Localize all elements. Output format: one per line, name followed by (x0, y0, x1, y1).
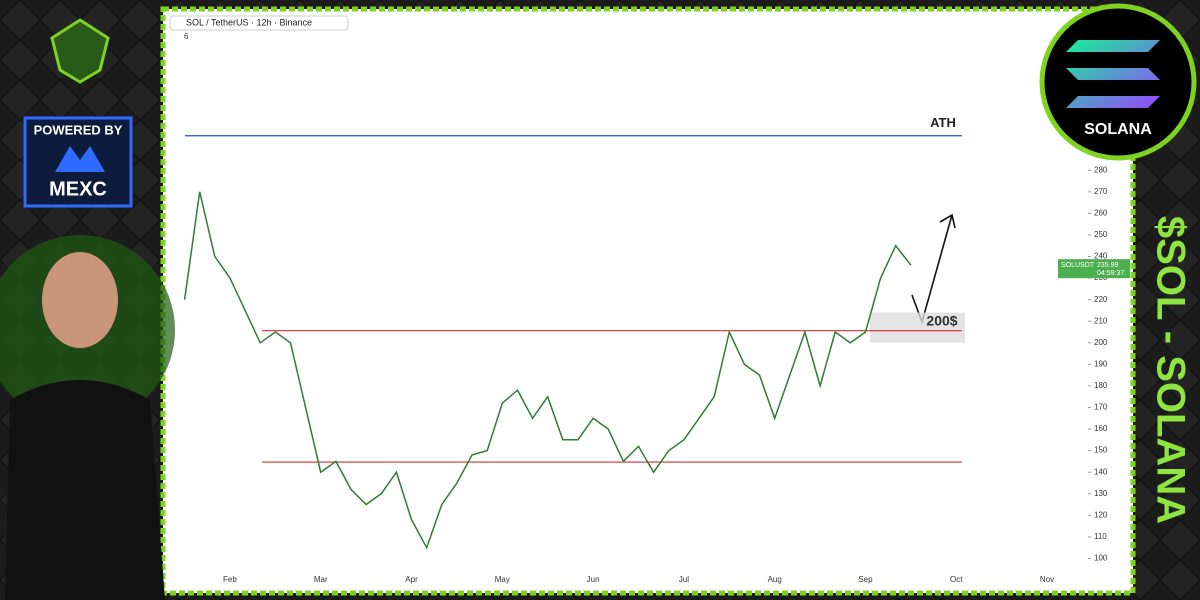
y-tick-label: 280 (1094, 165, 1108, 174)
tag-value: 235.99 (1097, 262, 1119, 269)
y-tick-label: 260 (1094, 209, 1108, 218)
x-tick-label: May (495, 575, 510, 584)
headline: $SOL - SOLANA (1148, 216, 1192, 524)
y-tick-label: 200 (1094, 338, 1108, 347)
x-tick-label: Mar (314, 575, 328, 584)
y-tick-label: 210 (1094, 316, 1108, 325)
zone-label: 200$ (926, 312, 957, 328)
tag-countdown: 04:59:37 (1097, 270, 1124, 277)
chart-title: SOL / TetherUS · 12h · Binance (186, 17, 312, 27)
coin-name: SOLANA (1084, 121, 1152, 138)
x-tick-label: Oct (950, 575, 963, 584)
level-label: ATH (930, 115, 956, 130)
x-tick-label: Sep (858, 575, 873, 584)
logo (50, 18, 110, 84)
x-tick-label: Apr (405, 575, 418, 584)
tag-bg (1058, 259, 1130, 279)
y-tick-label: 250 (1094, 230, 1108, 239)
y-tick-label: 160 (1094, 424, 1108, 433)
y-tick-label: 270 (1094, 187, 1108, 196)
y-tick-label: 120 (1094, 510, 1108, 519)
y-tick-label: 150 (1094, 446, 1108, 455)
y-tick-label: 110 (1094, 532, 1107, 541)
person-body (5, 380, 165, 600)
price-line (183, 191, 912, 550)
x-tick-label: Jun (587, 575, 600, 584)
person-head (42, 252, 118, 348)
sponsor-name: MEXC (49, 178, 107, 200)
x-tick-label: Feb (223, 575, 237, 584)
interval-badge: 6 (184, 32, 189, 41)
chart-frame (160, 6, 1136, 596)
zone (870, 312, 965, 343)
y-tick-label: 130 (1094, 489, 1108, 498)
y-tick-label: 240 (1094, 252, 1108, 261)
y-tick-label: 100 (1094, 554, 1108, 563)
x-tick-label: Aug (768, 575, 782, 584)
y-tick-label: 140 (1094, 467, 1108, 476)
y-tick-label: 190 (1094, 359, 1108, 368)
header-box (169, 15, 349, 31)
tag-symbol: SOLUSDT (1061, 262, 1095, 269)
coin-logo (1066, 40, 1160, 108)
x-tick-label: Jul (679, 575, 689, 584)
powered-by: POWERED BY (34, 122, 123, 137)
x-tick-label: Nov (1040, 575, 1054, 584)
sponsor-logo (55, 146, 105, 172)
y-tick-label: 180 (1094, 381, 1108, 390)
y-tick-label: 220 (1094, 295, 1108, 304)
y-tick-label: 170 (1094, 403, 1108, 412)
